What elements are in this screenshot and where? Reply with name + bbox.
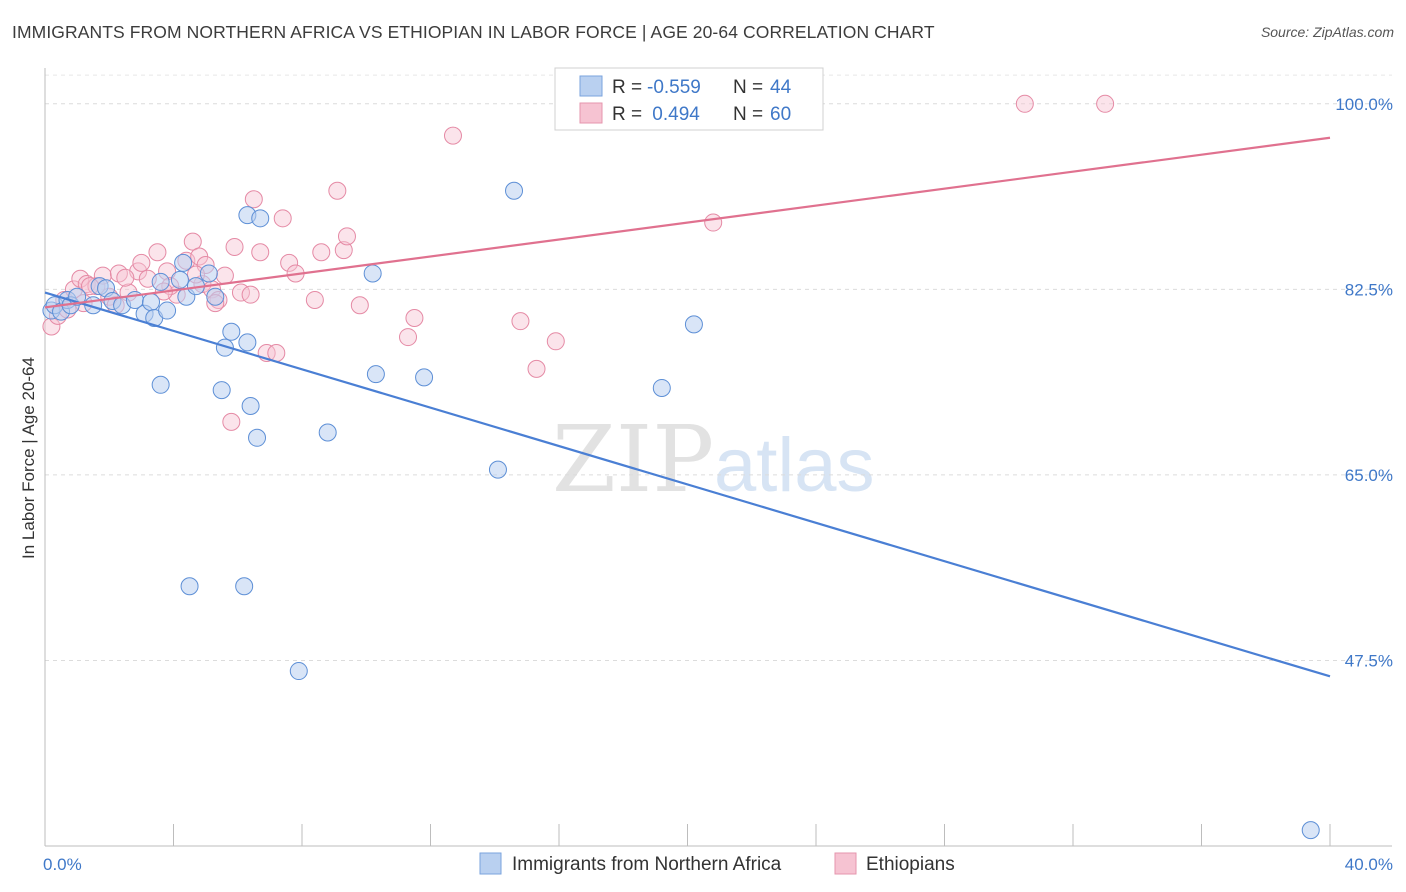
watermark-atlas: atlas (714, 423, 875, 508)
series-legend-label-blue: Immigrants from Northern Africa (512, 854, 782, 875)
legend-r-label-2: R = (612, 104, 642, 125)
northern-africa-point (684, 315, 703, 334)
northern-africa-point (488, 460, 507, 479)
ethiopians-point (1096, 94, 1115, 113)
northern-africa-point (241, 396, 260, 415)
northern-africa-point (206, 287, 225, 306)
ethiopians-point (704, 213, 723, 232)
ethiopians-point (546, 332, 565, 351)
northern-africa-point (142, 293, 161, 312)
ethiopians-point (251, 243, 270, 262)
ethiopians-point (280, 253, 299, 272)
x-tick-label: 40.0% (1345, 855, 1393, 874)
y-tick-label: 65.0% (1345, 466, 1393, 485)
northern-africa-point (174, 253, 193, 272)
northern-africa-point (1301, 821, 1320, 840)
y-axis-label: In Labor Force | Age 20-64 (19, 357, 38, 559)
ethiopians-point (183, 232, 202, 251)
northern-africa-point (318, 423, 337, 442)
northern-africa-point (415, 368, 434, 387)
ethiopians-point (511, 312, 530, 331)
northern-africa-point (251, 209, 270, 228)
trend-lines (44, 136, 1331, 678)
northern-africa-point (238, 333, 257, 352)
gridlines (45, 74, 1392, 661)
ethiopians-point (244, 190, 263, 209)
watermark-zip: ZIP (552, 406, 714, 513)
ethiopians-point (337, 227, 356, 246)
ethiopians-point (312, 243, 331, 262)
northern-africa-point (180, 577, 199, 596)
northern-africa-point (170, 270, 189, 289)
legend-n-value-2: 60 (770, 104, 791, 125)
ethiopians-point (399, 328, 418, 347)
x-tick-labels: 0.0% 40.0% (43, 855, 1393, 874)
ethiopians-point (148, 243, 167, 262)
legend-swatch-pink (579, 102, 603, 124)
northern-africa-point (212, 381, 231, 400)
ethiopians-point (1015, 94, 1034, 113)
northern-africa-points (42, 181, 1320, 840)
series-legend: Immigrants from Northern Africa Ethiopia… (479, 852, 955, 875)
northern-africa-point (289, 662, 308, 681)
legend-swatch-blue (579, 75, 603, 97)
ethiopians-point (215, 266, 234, 285)
ethiopians-point (328, 181, 347, 200)
ethiopians-point (241, 285, 260, 304)
northern-africa-point (363, 264, 382, 283)
ethiopians-point (334, 241, 353, 260)
series-legend-swatch-pink (834, 852, 857, 875)
ethiopians-points (42, 94, 1115, 431)
ethiopians-point (350, 296, 369, 315)
northern-africa-point (248, 428, 267, 447)
northern-africa-trend-line (44, 291, 1331, 678)
northern-africa-point (652, 378, 671, 397)
ethiopians-point (405, 308, 424, 327)
source-credit: Source: ZipAtlas.com (1260, 24, 1394, 40)
northern-africa-point (151, 272, 170, 291)
ethiopians-point (132, 253, 151, 272)
ethiopians-point (273, 209, 292, 228)
chart-title: IMMIGRANTS FROM NORTHERN AFRICA VS ETHIO… (12, 22, 935, 42)
x-tick-label: 0.0% (43, 855, 82, 874)
legend-n-label-1: N = (733, 77, 763, 98)
northern-africa-point (222, 322, 241, 341)
series-legend-swatch-blue (479, 852, 502, 875)
axes (44, 68, 1392, 847)
northern-africa-point (158, 301, 177, 320)
ethiopians-point (527, 359, 546, 378)
legend-r-value-2: 0.494 (647, 104, 700, 125)
northern-africa-point (199, 264, 218, 283)
northern-africa-point (505, 181, 524, 200)
y-tick-label: 47.5% (1345, 651, 1393, 670)
northern-africa-point (366, 365, 385, 384)
ethiopians-point (225, 237, 244, 256)
y-tick-label: 82.5% (1345, 280, 1393, 299)
legend-r-label-1: R = (612, 77, 642, 98)
legend-n-value-1: 44 (770, 77, 792, 98)
ethiopians-point (222, 412, 241, 431)
y-tick-label: 100.0% (1335, 95, 1393, 114)
northern-africa-point (151, 375, 170, 394)
ethiopians-point (305, 290, 324, 309)
y-tick-labels: 47.5% 65.0% 82.5% 100.0% (1335, 95, 1393, 671)
series-legend-label-pink: Ethiopians (866, 854, 955, 875)
ethiopians-point (443, 126, 462, 145)
correlation-legend: R = -0.559 N = 44 R = 0.494 N = 60 (554, 67, 824, 131)
ethiopians-trend-line (44, 136, 1331, 309)
northern-africa-point (235, 577, 254, 596)
legend-r-value-1: -0.559 (647, 77, 701, 98)
legend-n-label-2: N = (733, 104, 763, 125)
ethiopians-point (116, 268, 135, 287)
